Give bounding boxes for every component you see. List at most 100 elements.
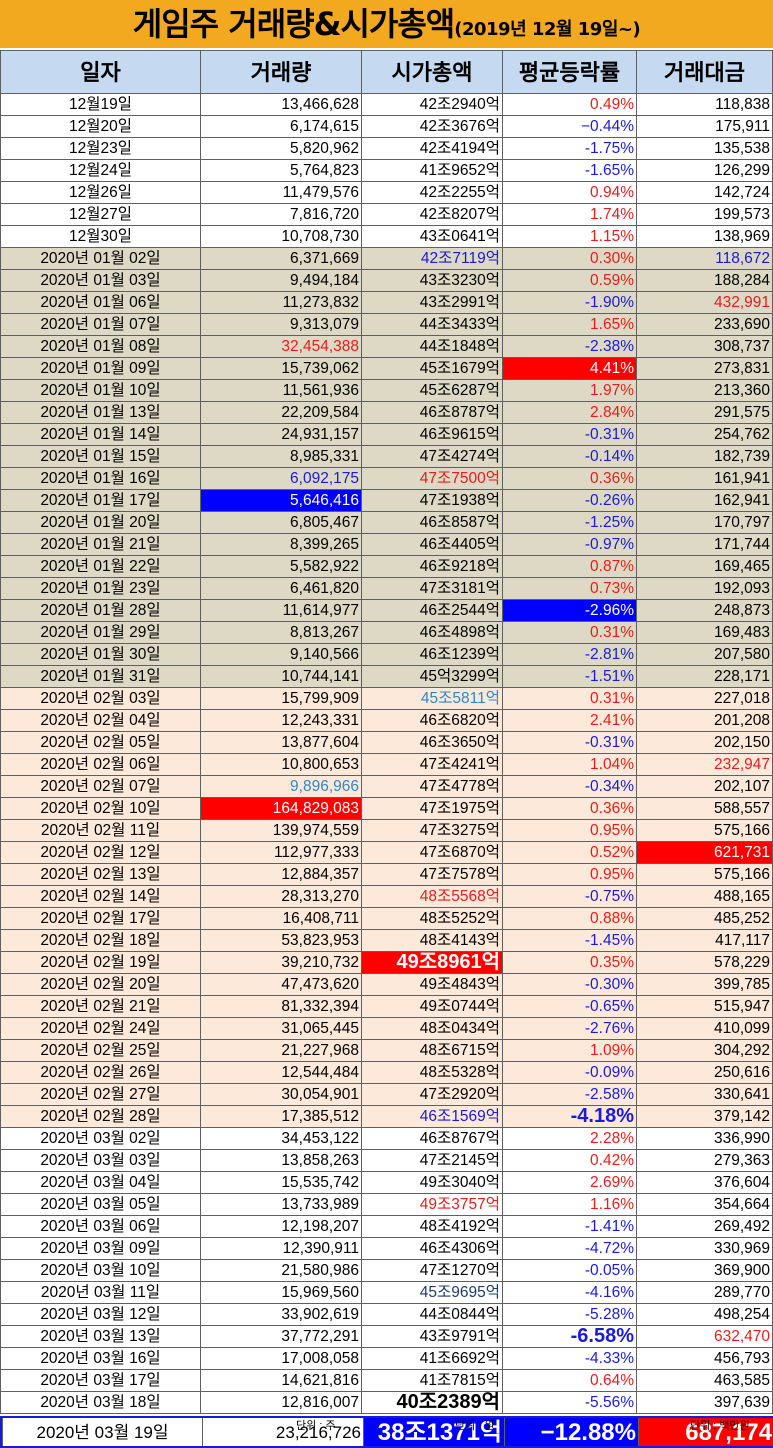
table-row: 12월19일 13,466,628 42조2940억 0.49% 118,838 <box>0 94 773 116</box>
cell-trade-amount: 269,492 <box>636 1216 773 1237</box>
cell-market-cap-text: 47조3275억 <box>419 822 500 839</box>
cell-avg-change-text: -4.16% <box>584 1284 634 1301</box>
cell-volume: 164,829,083 <box>200 798 361 819</box>
cell-date: 2020년 01월 31일 <box>0 666 200 687</box>
cell-date: 2020년 02월 17일 <box>0 908 200 929</box>
cell-trade-amount-text: 463,585 <box>713 1372 770 1389</box>
cell-market-cap: 46조1569억 <box>361 1106 502 1127</box>
cell-avg-change: -1.65% <box>502 160 636 181</box>
cell-volume-text: 30,054,901 <box>281 1086 359 1103</box>
cell-market-cap: 46조3650억 <box>361 732 502 753</box>
cell-avg-change: 0.64% <box>502 1370 636 1391</box>
cell-market-cap-text: 43조3230억 <box>419 272 500 289</box>
cell-date: 2020년 02월 28일 <box>0 1106 200 1127</box>
cell-volume-text: 13,466,628 <box>281 96 359 113</box>
cell-volume: 9,494,184 <box>200 270 361 291</box>
cell-market-cap-text: 46조3650억 <box>419 734 500 751</box>
cell-volume: 6,371,669 <box>200 248 361 269</box>
cell-avg-change: -2.81% <box>502 644 636 665</box>
cell-volume-text: 6,174,615 <box>290 118 359 135</box>
cell-market-cap-text: 49조4843억 <box>419 976 500 993</box>
header-trade-amount: 거래대금 <box>636 51 773 93</box>
cell-volume-text: 5,646,416 <box>290 492 359 509</box>
table-row: 2020년 02월 06일 10,800,653 47조4241억 1.04% 232,… <box>0 754 773 776</box>
cell-market-cap: 46조2544억 <box>361 600 502 621</box>
cell-avg-change: -0.97% <box>502 534 636 555</box>
cell-market-cap: 45조9695억 <box>361 1282 502 1303</box>
cell-avg-change: 1.74% <box>502 204 636 225</box>
cell-trade-amount: 175,911 <box>636 116 773 137</box>
cell-date-text: 2020년 02월 13일 <box>40 866 161 883</box>
cell-market-cap: 43조2991억 <box>361 292 502 313</box>
cell-market-cap-text: 43조2991억 <box>419 294 500 311</box>
cell-market-cap-text: 48조5328억 <box>419 1064 500 1081</box>
cell-avg-change: -2.38% <box>502 336 636 357</box>
cell-trade-amount-text: 632,470 <box>713 1328 770 1345</box>
cell-avg-change: 0.59% <box>502 270 636 291</box>
cell-date: 2020년 02월 04일 <box>0 710 200 731</box>
cell-market-cap-text: 49조0744억 <box>419 998 500 1015</box>
cell-avg-change: 0.36% <box>502 798 636 819</box>
table-row: 2020년 02월 14일 28,313,270 48조5568억 -0.75% 488… <box>0 886 773 908</box>
cell-market-cap-text: 46조6820억 <box>419 712 500 729</box>
table-row: 2020년 01월 31일 10,744,141 45억3299억 -1.51% 228… <box>0 666 773 688</box>
cell-trade-amount: 379,142 <box>636 1106 773 1127</box>
cell-avg-change: 1.04% <box>502 754 636 775</box>
cell-volume: 13,733,989 <box>200 1194 361 1215</box>
cell-volume: 12,198,207 <box>200 1216 361 1237</box>
cell-trade-amount: 369,900 <box>636 1260 773 1281</box>
cell-volume-text: 12,198,207 <box>281 1218 359 1235</box>
table-row: 2020년 01월 29일 8,813,267 46조4898억 0.31% 169,4… <box>0 622 773 644</box>
cell-market-cap: 42조8207억 <box>361 204 502 225</box>
cell-market-cap: 47조4778억 <box>361 776 502 797</box>
cell-volume-text: 11,561,936 <box>282 382 359 399</box>
cell-volume: 13,858,263 <box>200 1150 361 1171</box>
cell-trade-amount: 232,947 <box>636 754 773 775</box>
cell-volume-text: 11,614,977 <box>282 602 359 619</box>
table-row: 2020년 01월 21일 8,399,265 46조4405억 -0.97% 171,… <box>0 534 773 556</box>
cell-avg-change-text: -0.34% <box>584 778 634 795</box>
cell-date: 2020년 02월 14일 <box>0 886 200 907</box>
table-row: 2020년 02월 11일 139,974,559 47조3275억 0.95% 575… <box>0 820 773 842</box>
cell-market-cap: 42조2255억 <box>361 182 502 203</box>
cell-date-text: 2020년 03월 06일 <box>40 1218 161 1235</box>
cell-volume-text: 53,823,953 <box>281 932 359 949</box>
cell-date-text: 2020년 02월 24일 <box>40 1020 161 1037</box>
cell-trade-amount-text: 228,171 <box>713 668 770 685</box>
cell-avg-change-text: 0.31% <box>590 624 634 641</box>
table-row: 2020년 03월 17일 14,621,816 41조7815억 0.64% 463,… <box>0 1370 773 1392</box>
cell-date-text: 2020년 03월 04일 <box>40 1174 161 1191</box>
cell-date-text: 2020년 02월 19일 <box>40 954 161 971</box>
cell-date-text: 2020년 02월 11일 <box>40 822 161 839</box>
cell-trade-amount-text: 182,739 <box>713 448 770 465</box>
cell-date-text: 2020년 01월 09일 <box>40 360 161 377</box>
table-row: 2020년 01월 28일 11,614,977 46조2544억 -2.96% 248… <box>0 600 773 622</box>
cell-volume: 34,453,122 <box>200 1128 361 1149</box>
cell-volume-text: 31,065,445 <box>281 1020 359 1037</box>
cell-avg-change: 0.94% <box>502 182 636 203</box>
cell-avg-change: -1.90% <box>502 292 636 313</box>
cell-avg-change: 0.36% <box>502 468 636 489</box>
table-row: 2020년 01월 03일 9,494,184 43조3230억 0.59% 188,2… <box>0 270 773 292</box>
cell-date-text: 2020년 01월 03일 <box>40 272 161 289</box>
table-row: 2020년 01월 22일 5,582,922 46조9218억 0.87% 169,4… <box>0 556 773 578</box>
cell-market-cap: 48조4143억 <box>361 930 502 951</box>
cell-volume: 9,140,566 <box>200 644 361 665</box>
cell-market-cap: 46조4306억 <box>361 1238 502 1259</box>
cell-volume: 21,580,986 <box>200 1260 361 1281</box>
cell-volume: 17,385,512 <box>200 1106 361 1127</box>
cell-market-cap: 47조1975억 <box>361 798 502 819</box>
cell-avg-change-text: 1.04% <box>590 756 634 773</box>
cell-market-cap-text: 48조6715억 <box>419 1042 500 1059</box>
cell-volume: 7,816,720 <box>200 204 361 225</box>
cell-volume: 5,646,416 <box>200 490 361 511</box>
cell-date: 2020년 01월 21일 <box>0 534 200 555</box>
cell-trade-amount-text: 138,969 <box>713 228 770 245</box>
cell-trade-amount: 304,292 <box>636 1040 773 1061</box>
cell-trade-amount-text: 202,150 <box>713 734 770 751</box>
cell-volume-text: 8,985,331 <box>290 448 359 465</box>
cell-volume: 15,739,062 <box>200 358 361 379</box>
cell-market-cap: 48조0434억 <box>361 1018 502 1039</box>
cell-market-cap-text: 46조1569억 <box>419 1108 500 1125</box>
cell-volume-text: 21,580,986 <box>281 1262 359 1279</box>
